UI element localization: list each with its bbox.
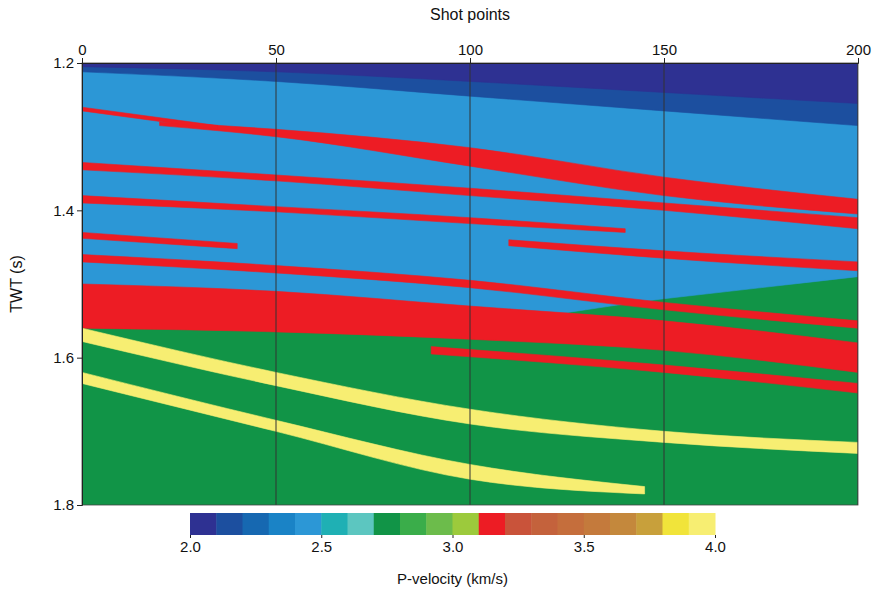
colorbar-swatch — [531, 513, 558, 535]
y-axis-title: TWT (s) — [8, 255, 25, 312]
colorbar-swatch — [190, 513, 217, 535]
plot-area — [82, 63, 858, 505]
tick-mark — [77, 63, 82, 64]
tick-label: 1.2 — [53, 54, 74, 71]
x-axis: 0 50 100 150 200 — [78, 41, 871, 64]
velocity-layer — [82, 372, 645, 494]
tick: 1.2 — [53, 54, 82, 71]
tick-label: 2.5 — [311, 538, 332, 555]
tick-mark — [664, 58, 665, 63]
grid-line — [276, 63, 277, 505]
colorbar — [190, 513, 716, 535]
colorbar-swatch — [243, 513, 270, 535]
velocity-layer — [160, 122, 858, 214]
chart: 0 50 100 150 200 1.2 1.4 1.6 1.8 Shot points TWT (… — [0, 0, 883, 595]
colorbar-swatch — [216, 513, 243, 535]
tick-mark — [77, 358, 82, 359]
tick: 0 — [78, 41, 86, 63]
tick-label: 50 — [268, 41, 285, 58]
tick-label: 3.0 — [443, 538, 464, 555]
grid-line — [470, 63, 471, 505]
tick: 3.5 — [574, 535, 595, 555]
tick-mark — [82, 58, 83, 63]
colorbar-swatch — [269, 513, 296, 535]
tick: 50 — [268, 41, 285, 63]
tick-label: 150 — [652, 41, 677, 58]
colorbar-swatch — [689, 513, 716, 535]
tick-label: 3.5 — [574, 538, 595, 555]
tick: 1.8 — [53, 496, 82, 513]
tick-mark — [276, 58, 277, 63]
colorbar-swatch — [374, 513, 401, 535]
colorbar-title: P-velocity (km/s) — [397, 570, 508, 587]
tick: 2.0 — [180, 535, 201, 555]
velocity-layer — [82, 232, 237, 248]
colorbar-swatch — [558, 513, 585, 535]
velocity-layer — [82, 196, 625, 233]
axis-line — [83, 58, 859, 64]
colorbar-swatch — [400, 513, 427, 535]
colorbar-swatch — [610, 513, 637, 535]
tick-label: 1.4 — [53, 202, 74, 219]
colorbar-swatch — [321, 513, 348, 535]
colorbar-swatch — [426, 513, 453, 535]
tick-mark — [858, 58, 859, 63]
colorbar-swatch — [663, 513, 690, 535]
colorbar-swatch — [584, 513, 611, 535]
plot-frame — [82, 63, 858, 505]
colorbar-swatch — [348, 513, 375, 535]
axis-line — [77, 64, 83, 506]
tick: 3.0 — [443, 535, 464, 555]
tick-label: 1.6 — [53, 349, 74, 366]
x-axis-title: Shot points — [430, 6, 510, 23]
colorbar-swatch — [636, 513, 663, 535]
tick-label: 0 — [78, 41, 86, 58]
velocity-layer — [431, 347, 858, 393]
colorbar-swatch — [479, 513, 506, 535]
tick-label: 100 — [458, 41, 483, 58]
tick-mark — [77, 210, 82, 211]
tick-label: 200 — [846, 41, 871, 58]
tick: 4.0 — [705, 535, 726, 555]
tick: 200 — [846, 41, 871, 63]
velocity-layer — [82, 107, 218, 129]
tick: 150 — [652, 41, 677, 63]
colorbar-swatch — [453, 513, 480, 535]
y-axis: 1.2 1.4 1.6 1.8 — [53, 54, 82, 513]
colorbar-axis: 2.0 2.5 3.0 3.5 4.0 — [180, 535, 726, 555]
velocity-layer — [509, 240, 858, 271]
grid-line — [664, 63, 665, 505]
tick-label: 2.0 — [180, 538, 201, 555]
tick: 100 — [458, 41, 483, 63]
tick-mark — [77, 505, 82, 506]
tick-label: 1.8 — [53, 496, 74, 513]
tick: 1.6 — [53, 349, 82, 366]
tick: 1.4 — [53, 202, 82, 219]
colorbar-swatch — [295, 513, 322, 535]
tick: 2.5 — [311, 535, 332, 555]
tick-mark — [470, 58, 471, 63]
velocity-layer — [82, 63, 858, 505]
colorbar-swatch — [505, 513, 532, 535]
tick-label: 4.0 — [705, 538, 726, 555]
